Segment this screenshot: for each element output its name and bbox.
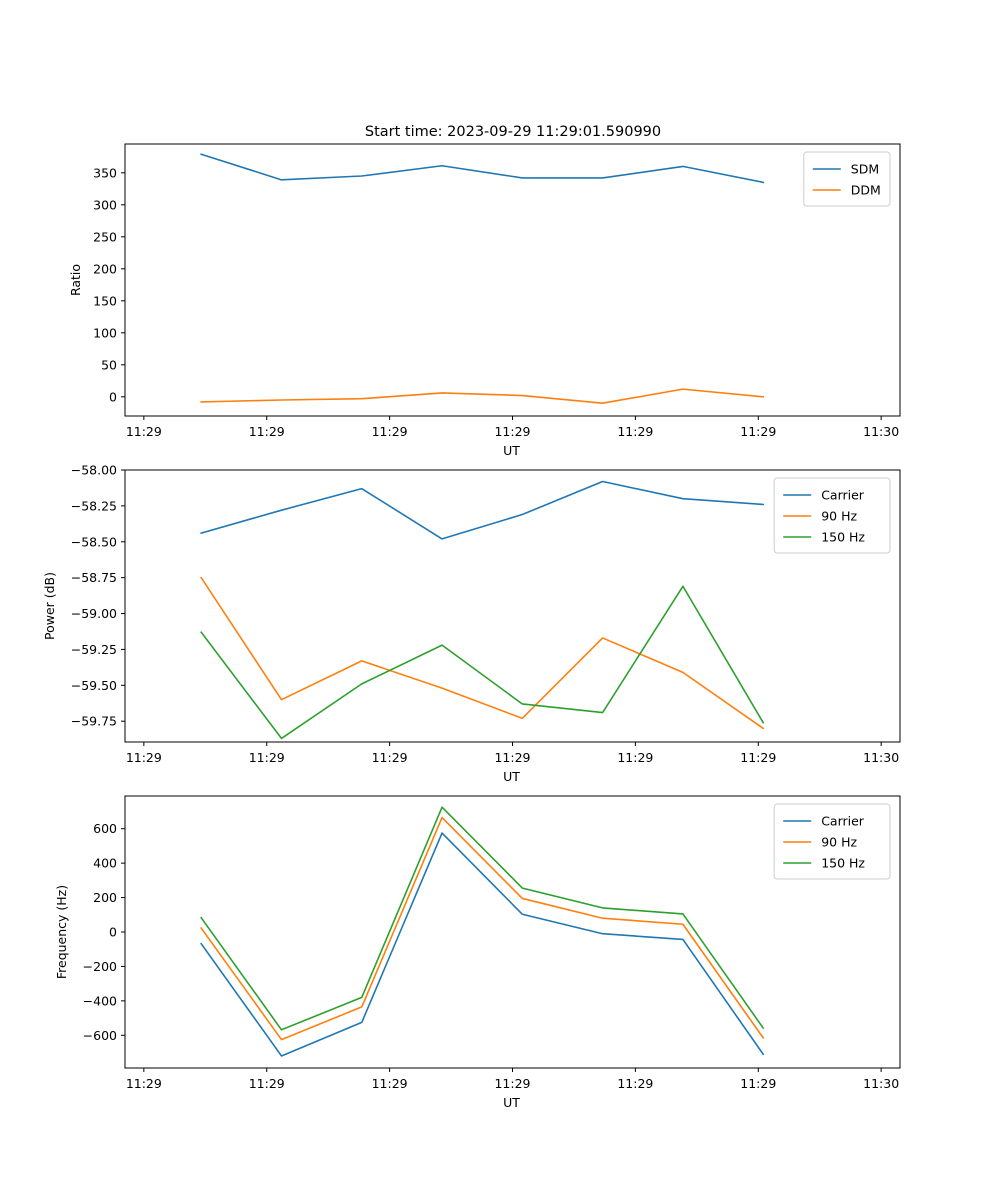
panels: 11:29 11:29 11:29 11:29 11:29 11:29 11:30 UT 0 50… [42, 143, 901, 1110]
frequency-x-tick-label: 11:30 [863, 1076, 899, 1091]
ratio-line-sdm [200, 153, 765, 184]
frequency-y-axis: 600 400 200 0 −200 −400 −600 Frequency (Hz) [54, 821, 125, 1043]
ratio-legend-box [803, 151, 891, 207]
frequency-y-tick-label: −400 [83, 993, 117, 1008]
power-y-tick-label: −59.50 [71, 678, 117, 693]
panel-ratio: 11:29 11:29 11:29 11:29 11:29 11:29 11:30 UT 0 50… [68, 143, 901, 458]
power-legend: Carrier 90 Hz 150 Hz [773, 477, 891, 554]
power-legend-box [773, 477, 891, 554]
ratio-y-tick-label: 0 [109, 389, 117, 404]
frequency-x-tick-label: 11:29 [494, 1076, 530, 1091]
frequency-y-tick-label: −200 [83, 959, 117, 974]
ratio-x-tick-label: 11:29 [372, 424, 408, 439]
ratio-x-tick-label: 11:29 [617, 424, 653, 439]
ratio-line-ddm [200, 388, 765, 405]
frequency-x-tick-label: 11:29 [126, 1076, 162, 1091]
ratio-x-axis-label: UT [503, 443, 520, 458]
power-y-tick-label: −58.75 [71, 570, 117, 585]
power-x-tick-label: 11:29 [126, 750, 162, 765]
power-x-tick-label: 11:29 [740, 750, 776, 765]
frequency-y-tick-label: −600 [83, 1028, 117, 1043]
ratio-x-tick-label: 11:30 [863, 424, 899, 439]
power-y-axis: −58.00 −58.25 −58.50 −58.75 −59.00 −59.25 −59.… [42, 463, 125, 729]
ratio-x-tick-label: 11:29 [249, 424, 285, 439]
frequency-legend-label-carrier: Carrier [821, 814, 865, 829]
ratio-y-tick-label: 100 [93, 325, 117, 340]
frequency-y-tick-label: 600 [93, 821, 117, 836]
ratio-legend: SDM DDM [803, 151, 891, 207]
ratio-y-tick-label: 300 [93, 197, 117, 212]
frequency-x-axis: 11:29 11:29 11:29 11:29 11:29 11:29 11:30 UT [126, 1068, 899, 1110]
ratio-x-axis: 11:29 11:29 11:29 11:29 11:29 11:29 11:30 UT [126, 416, 899, 458]
figure-title: Start time: 2023-09-29 11:29:01.590990 [365, 124, 661, 140]
power-legend-label-90-hz: 90 Hz [821, 509, 857, 524]
power-line-carrier [200, 480, 765, 540]
ratio-y-tick-label: 200 [93, 261, 117, 276]
power-x-tick-label: 11:30 [863, 750, 899, 765]
frequency-line-150-hz [200, 806, 765, 1031]
power-series [200, 480, 765, 740]
ratio-legend-label-sdm: SDM [851, 162, 879, 177]
frequency-legend-label-90-hz: 90 Hz [821, 835, 857, 850]
ratio-y-tick-label: 50 [101, 357, 117, 372]
frequency-x-tick-label: 11:29 [617, 1076, 653, 1091]
frequency-y-tick-label: 0 [109, 925, 117, 940]
panel-power: 11:29 11:29 11:29 11:29 11:29 11:29 11:30 UT −58… [42, 463, 901, 784]
power-legend-label-carrier: Carrier [821, 488, 865, 503]
ratio-legend-label-ddm: DDM [851, 183, 881, 198]
power-x-axis-label: UT [503, 769, 520, 784]
ratio-y-tick-label: 150 [93, 293, 117, 308]
ratio-y-axis-label: Ratio [68, 264, 83, 296]
ratio-x-tick-label: 11:29 [494, 424, 530, 439]
frequency-line-90-hz [200, 816, 765, 1041]
power-line-150-hz [200, 585, 765, 740]
frequency-y-axis-label: Frequency (Hz) [54, 885, 69, 979]
ratio-y-axis: 0 50 100 150 200 250 300 350 Ratio [68, 165, 125, 404]
ratio-axes-frame [124, 143, 901, 417]
power-y-tick-label: −59.75 [71, 714, 117, 729]
power-x-tick-label: 11:29 [372, 750, 408, 765]
power-x-tick-label: 11:29 [249, 750, 285, 765]
frequency-legend: Carrier 90 Hz 150 Hz [773, 803, 891, 880]
power-x-axis: 11:29 11:29 11:29 11:29 11:29 11:29 11:30 UT [126, 742, 899, 784]
frequency-legend-box [773, 803, 891, 880]
frequency-y-tick-label: 400 [93, 856, 117, 871]
power-y-tick-label: −59.00 [71, 606, 117, 621]
ratio-y-tick-label: 350 [93, 165, 117, 180]
frequency-x-tick-label: 11:29 [372, 1076, 408, 1091]
panel-frequency: 11:29 11:29 11:29 11:29 11:29 11:29 11:30 UT 600… [54, 795, 901, 1110]
ratio-x-tick-label: 11:29 [740, 424, 776, 439]
power-line-90-hz [200, 576, 765, 730]
ratio-x-tick-label: 11:29 [126, 424, 162, 439]
frequency-x-tick-label: 11:29 [249, 1076, 285, 1091]
ratio-series [200, 153, 765, 405]
frequency-line-carrier [200, 832, 765, 1057]
power-y-tick-label: −58.25 [71, 498, 117, 513]
frequency-legend-label-150-hz: 150 Hz [821, 856, 865, 871]
power-y-tick-label: −58.00 [71, 463, 117, 478]
power-x-tick-label: 11:29 [617, 750, 653, 765]
power-y-tick-label: −58.50 [71, 534, 117, 549]
frequency-series [200, 806, 765, 1057]
power-y-tick-label: −59.25 [71, 642, 117, 657]
frequency-x-tick-label: 11:29 [740, 1076, 776, 1091]
power-x-tick-label: 11:29 [494, 750, 530, 765]
power-legend-label-150-hz: 150 Hz [821, 530, 865, 545]
frequency-y-tick-label: 200 [93, 890, 117, 905]
ratio-y-tick-label: 250 [93, 229, 117, 244]
power-y-axis-label: Power (dB) [42, 572, 57, 640]
frequency-x-axis-label: UT [503, 1095, 520, 1110]
